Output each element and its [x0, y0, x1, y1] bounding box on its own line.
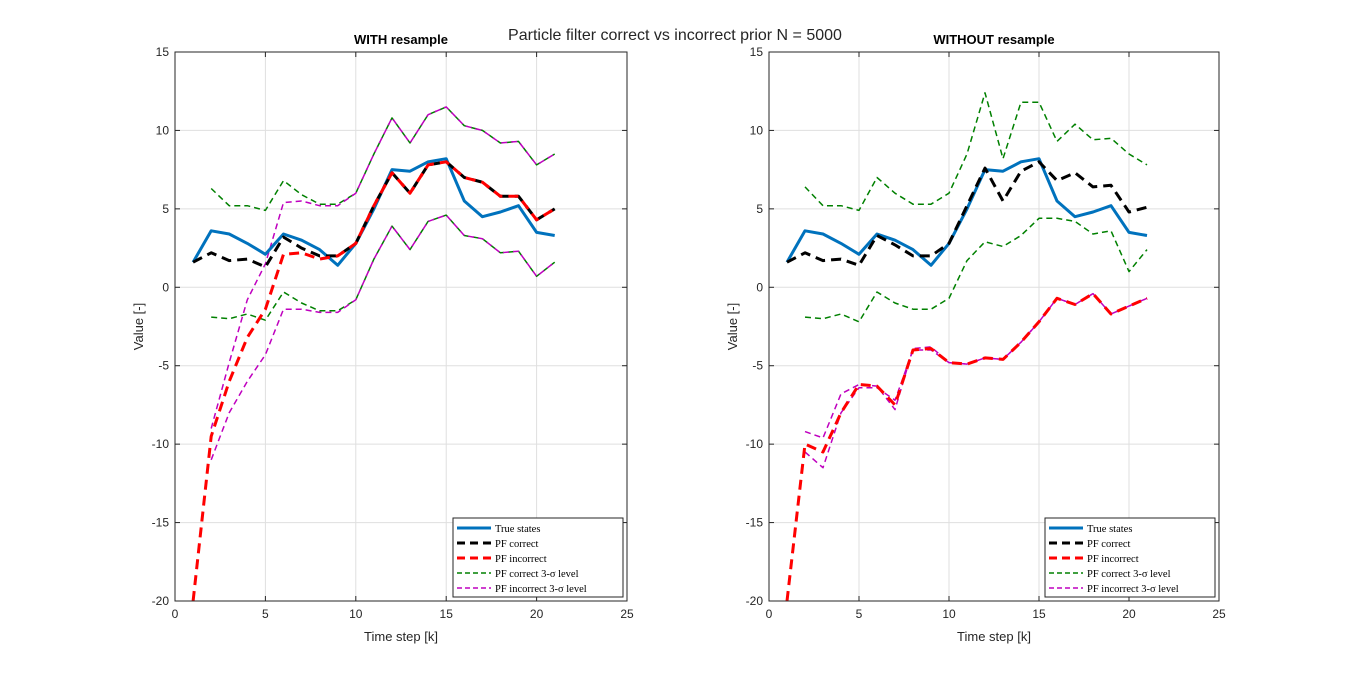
- legend-box: [1044, 517, 1216, 598]
- y-tick-label: -10: [152, 437, 170, 451]
- y-tick-label: -15: [152, 516, 170, 530]
- y-tick-label: 0: [162, 280, 169, 294]
- x-tick-label: 5: [262, 607, 269, 621]
- y-axis-label: Value [-]: [131, 303, 146, 350]
- y-tick-label: -20: [152, 594, 170, 608]
- y-tick-label: 5: [162, 202, 169, 216]
- x-tick-label: 5: [856, 607, 863, 621]
- series-line-5: [804, 292, 1148, 439]
- series-line-4: [211, 214, 556, 321]
- y-tick-label: 0: [756, 280, 763, 294]
- legend-entry: PF correct 3-σ level: [1087, 569, 1171, 580]
- axes-background: [175, 52, 627, 601]
- series-group: [191, 106, 556, 601]
- x-axis-label: Time step [k]: [364, 629, 438, 644]
- legend-entry: True states: [1087, 524, 1132, 535]
- legend-entry: PF incorrect: [495, 554, 547, 565]
- y-tick-label: -10: [746, 437, 764, 451]
- y-tick-label: 10: [750, 123, 764, 137]
- legend-entry: True states: [495, 524, 540, 535]
- y-tick-label: -15: [746, 516, 764, 530]
- x-tick-label: 20: [1122, 607, 1136, 621]
- y-tick-label: 15: [156, 45, 170, 59]
- legend-entry: PF incorrect: [1087, 554, 1139, 565]
- series-line-6: [210, 214, 556, 461]
- series-line-4: [804, 217, 1148, 323]
- series-line-2: [191, 160, 556, 601]
- y-tick-label: 10: [156, 123, 170, 137]
- legend-entry: PF correct: [495, 539, 539, 550]
- x-tick-label: 15: [440, 607, 454, 621]
- legend-box: [452, 517, 624, 598]
- x-tick-label: 10: [942, 607, 956, 621]
- subplot-title: WITH resample: [354, 32, 448, 47]
- axes-box: [768, 51, 1220, 602]
- legend: True states PF correct PF incorrect PF corr…: [452, 517, 624, 598]
- y-tick-label: 15: [750, 45, 764, 59]
- y-tick-label: -5: [158, 359, 169, 373]
- series-group: [785, 92, 1148, 601]
- x-axis-label: Time step [k]: [957, 629, 1031, 644]
- x-tick-label: 25: [620, 607, 634, 621]
- legend-entry: PF correct: [1087, 539, 1131, 550]
- y-tick-label: -5: [752, 359, 763, 373]
- subplot-with-resample: 0 5 10 15 20 25 -20 -15 -10 -5 0 5 10 15 WITH resample…: [131, 32, 634, 644]
- y-axis-label: Value [-]: [725, 303, 740, 350]
- axes-background: [769, 52, 1219, 601]
- subplot-title: WITHOUT resample: [933, 32, 1054, 47]
- x-tick-label: 10: [349, 607, 363, 621]
- series-line-2: [785, 292, 1148, 601]
- axes-box: [174, 51, 628, 602]
- legend-entry: PF incorrect 3-σ level: [1087, 584, 1179, 595]
- series-line-1: [786, 160, 1148, 267]
- legend: True states PF correct PF incorrect PF corr…: [1044, 517, 1216, 598]
- series-line-3: [210, 106, 556, 212]
- x-tick-label: 15: [1032, 607, 1046, 621]
- series-line-1: [192, 160, 556, 269]
- legend-entry: PF incorrect 3-σ level: [495, 584, 587, 595]
- y-tick-label: -20: [746, 594, 764, 608]
- series-line-3: [804, 92, 1148, 212]
- x-tick-label: 0: [172, 607, 179, 621]
- figure-title: Particle filter correct vs incorrect pri…: [508, 27, 842, 44]
- y-tick-label: 5: [756, 202, 763, 216]
- subplot-without-resample: 0 5 10 15 20 25 -20 -15 -10 -5 0 5 10 15 WITHOUT resam…: [725, 32, 1226, 644]
- series-line-5: [210, 106, 556, 429]
- x-tick-label: 25: [1212, 607, 1226, 621]
- legend-entry: PF correct 3-σ level: [495, 569, 579, 580]
- x-tick-label: 0: [766, 607, 773, 621]
- x-tick-label: 20: [530, 607, 544, 621]
